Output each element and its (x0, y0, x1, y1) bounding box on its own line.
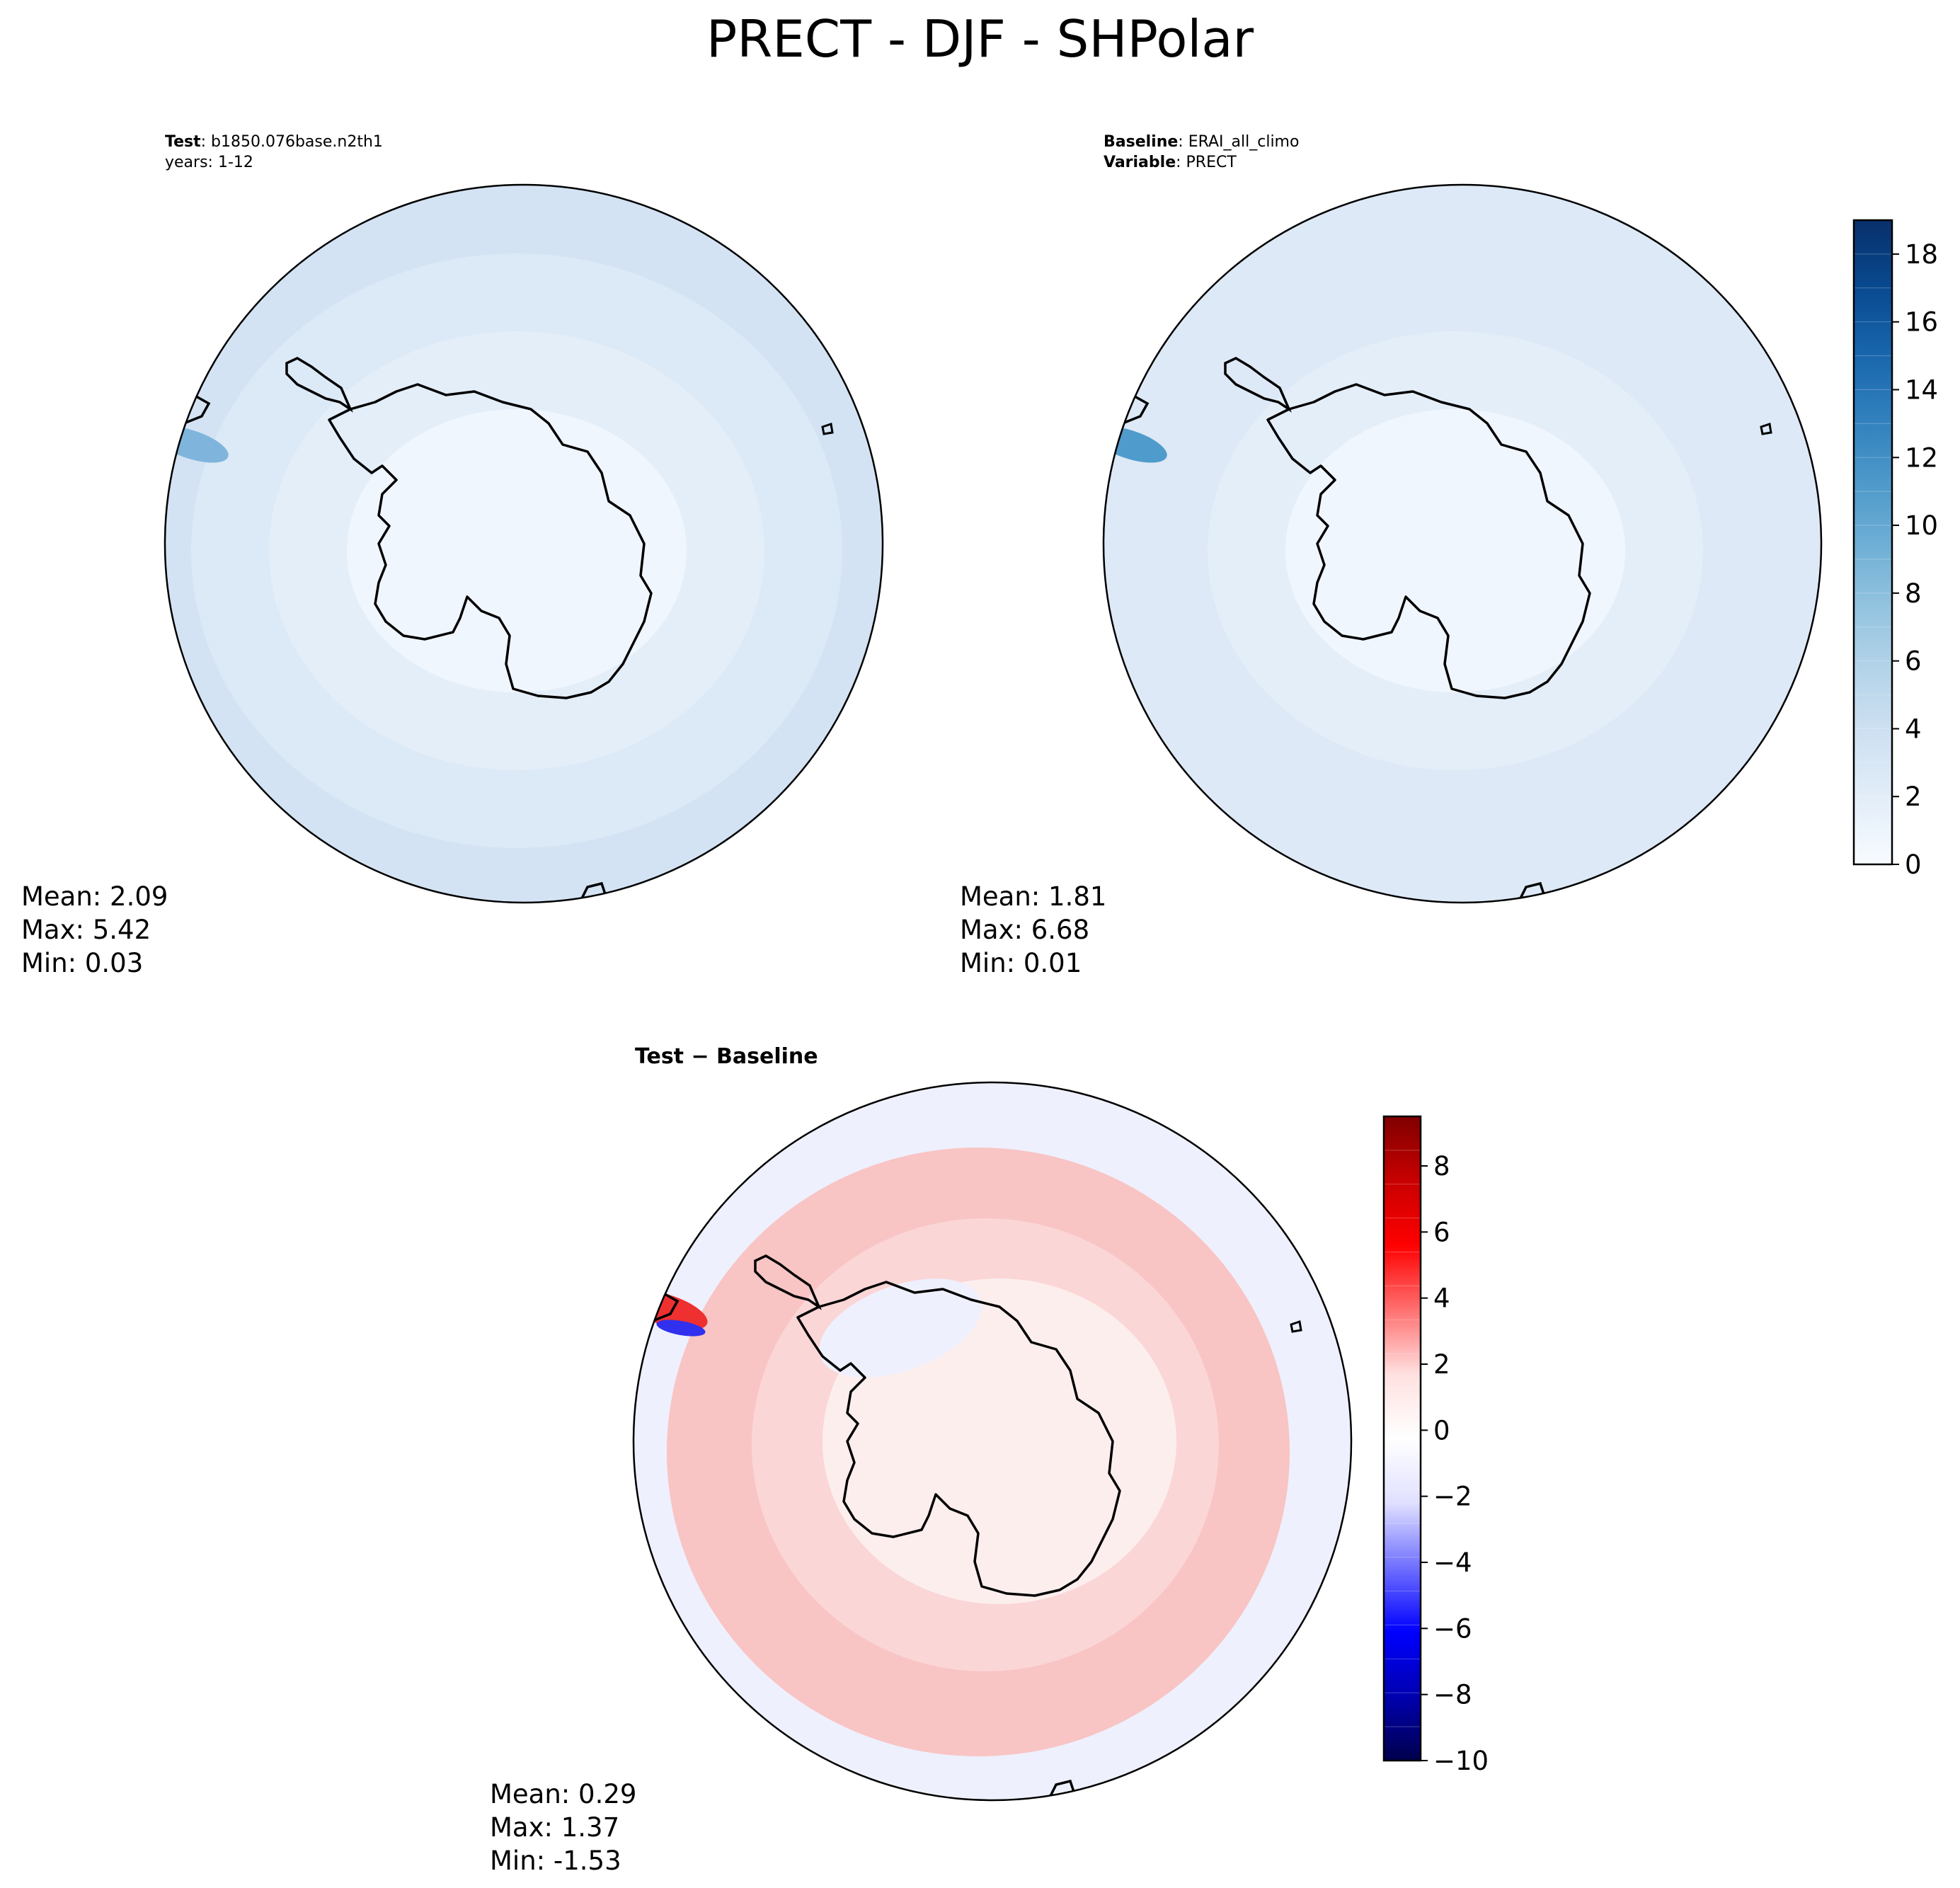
field-band (347, 409, 687, 692)
stat-min: Min: 0.03 (21, 948, 143, 978)
colorbar-tick-label: −6 (1433, 1613, 1472, 1644)
colorbar-tick-label: −8 (1433, 1680, 1472, 1710)
test-years: years: 1-12 (165, 154, 253, 171)
baseline-label-bold: Baseline (1104, 133, 1178, 151)
field-negative-patch (656, 1320, 706, 1337)
blues-colorbar-frame (1852, 219, 1893, 866)
stat-min: Min: -1.53 (490, 1846, 621, 1876)
field-negative-patch (819, 1278, 982, 1378)
colorbar-tick-label: 0 (1433, 1415, 1450, 1446)
island-coastline (821, 423, 834, 435)
baseline-variable-bold: Variable (1104, 154, 1176, 171)
colorbar-tick-label: 16 (1905, 307, 1938, 338)
stat-mean: Mean: 2.09 (21, 881, 168, 912)
baseline-map-field (1104, 185, 1821, 903)
stat-max: Max: 5.42 (21, 915, 151, 945)
colorbar-tick-label: 18 (1905, 239, 1938, 270)
map-boundary (632, 1081, 1353, 1802)
colorbar-tick-label: 4 (1905, 714, 1922, 744)
seismic-colorbar-fill (1384, 1116, 1421, 1761)
blues-colorbar-fill (1854, 220, 1892, 864)
island-coastline (1290, 1320, 1302, 1333)
test-label-bold: Test (165, 133, 201, 151)
stat-max: Max: 1.37 (490, 1812, 619, 1843)
baseline-label: Baseline: ERAI_all_climo (1104, 133, 1299, 151)
diff-title: Test − Baseline (635, 1044, 818, 1069)
diff-map (632, 1081, 1353, 1802)
map-boundary (1102, 183, 1823, 904)
figure-title: PRECT - DJF - SHPolar (706, 9, 1254, 69)
colorbar-tick-label: 2 (1433, 1349, 1450, 1380)
baseline-label-rest: : ERAI_all_climo (1178, 133, 1299, 151)
stat-min: Min: 0.01 (960, 948, 1082, 978)
map-boundary (164, 183, 884, 904)
colorbar-tick-label: 8 (1433, 1151, 1450, 1182)
colorbar-tick-label: −2 (1433, 1482, 1472, 1512)
colorbar-tick-label: 8 (1905, 578, 1922, 609)
baseline-variable: Variable: PRECT (1104, 154, 1237, 171)
seismic-colorbar-frame (1382, 1115, 1422, 1762)
stat-mean: Mean: 0.29 (490, 1779, 636, 1809)
island-coastline (1760, 423, 1772, 435)
test-label: Test: b1850.076base.n2th1 (165, 133, 383, 151)
colorbar-tick-label: 14 (1905, 374, 1938, 405)
baseline-map (1102, 183, 1823, 904)
colorbar-tick-label: 6 (1905, 646, 1922, 677)
stat-mean: Mean: 1.81 (960, 881, 1106, 912)
colorbar-tick-label: 0 (1905, 849, 1922, 880)
baseline-variable-rest: : PRECT (1176, 154, 1237, 171)
colorbar-tick-label: 12 (1905, 442, 1938, 473)
colorbar-tick-label: 6 (1433, 1217, 1450, 1247)
seismic-colorbar: −10 −8 −6 −4 −2 0 2 4 6 8 (1382, 1115, 1489, 1776)
test-map (164, 183, 884, 904)
diff-map-field (634, 1082, 1351, 1800)
colorbar-tick-label: 4 (1433, 1283, 1450, 1314)
blues-colorbar: 0 2 4 6 8 10 12 14 16 18 (1852, 219, 1938, 880)
field-band (1285, 409, 1625, 692)
colorbar-tick-label: 10 (1905, 510, 1938, 541)
test-label-rest: : b1850.076base.n2th1 (201, 133, 383, 151)
stat-max: Max: 6.68 (960, 915, 1089, 945)
colorbar-tick-label: −10 (1433, 1746, 1489, 1776)
test-map-field (165, 185, 883, 903)
colorbar-tick-label: −4 (1433, 1547, 1472, 1578)
colorbar-tick-label: 2 (1905, 782, 1922, 812)
